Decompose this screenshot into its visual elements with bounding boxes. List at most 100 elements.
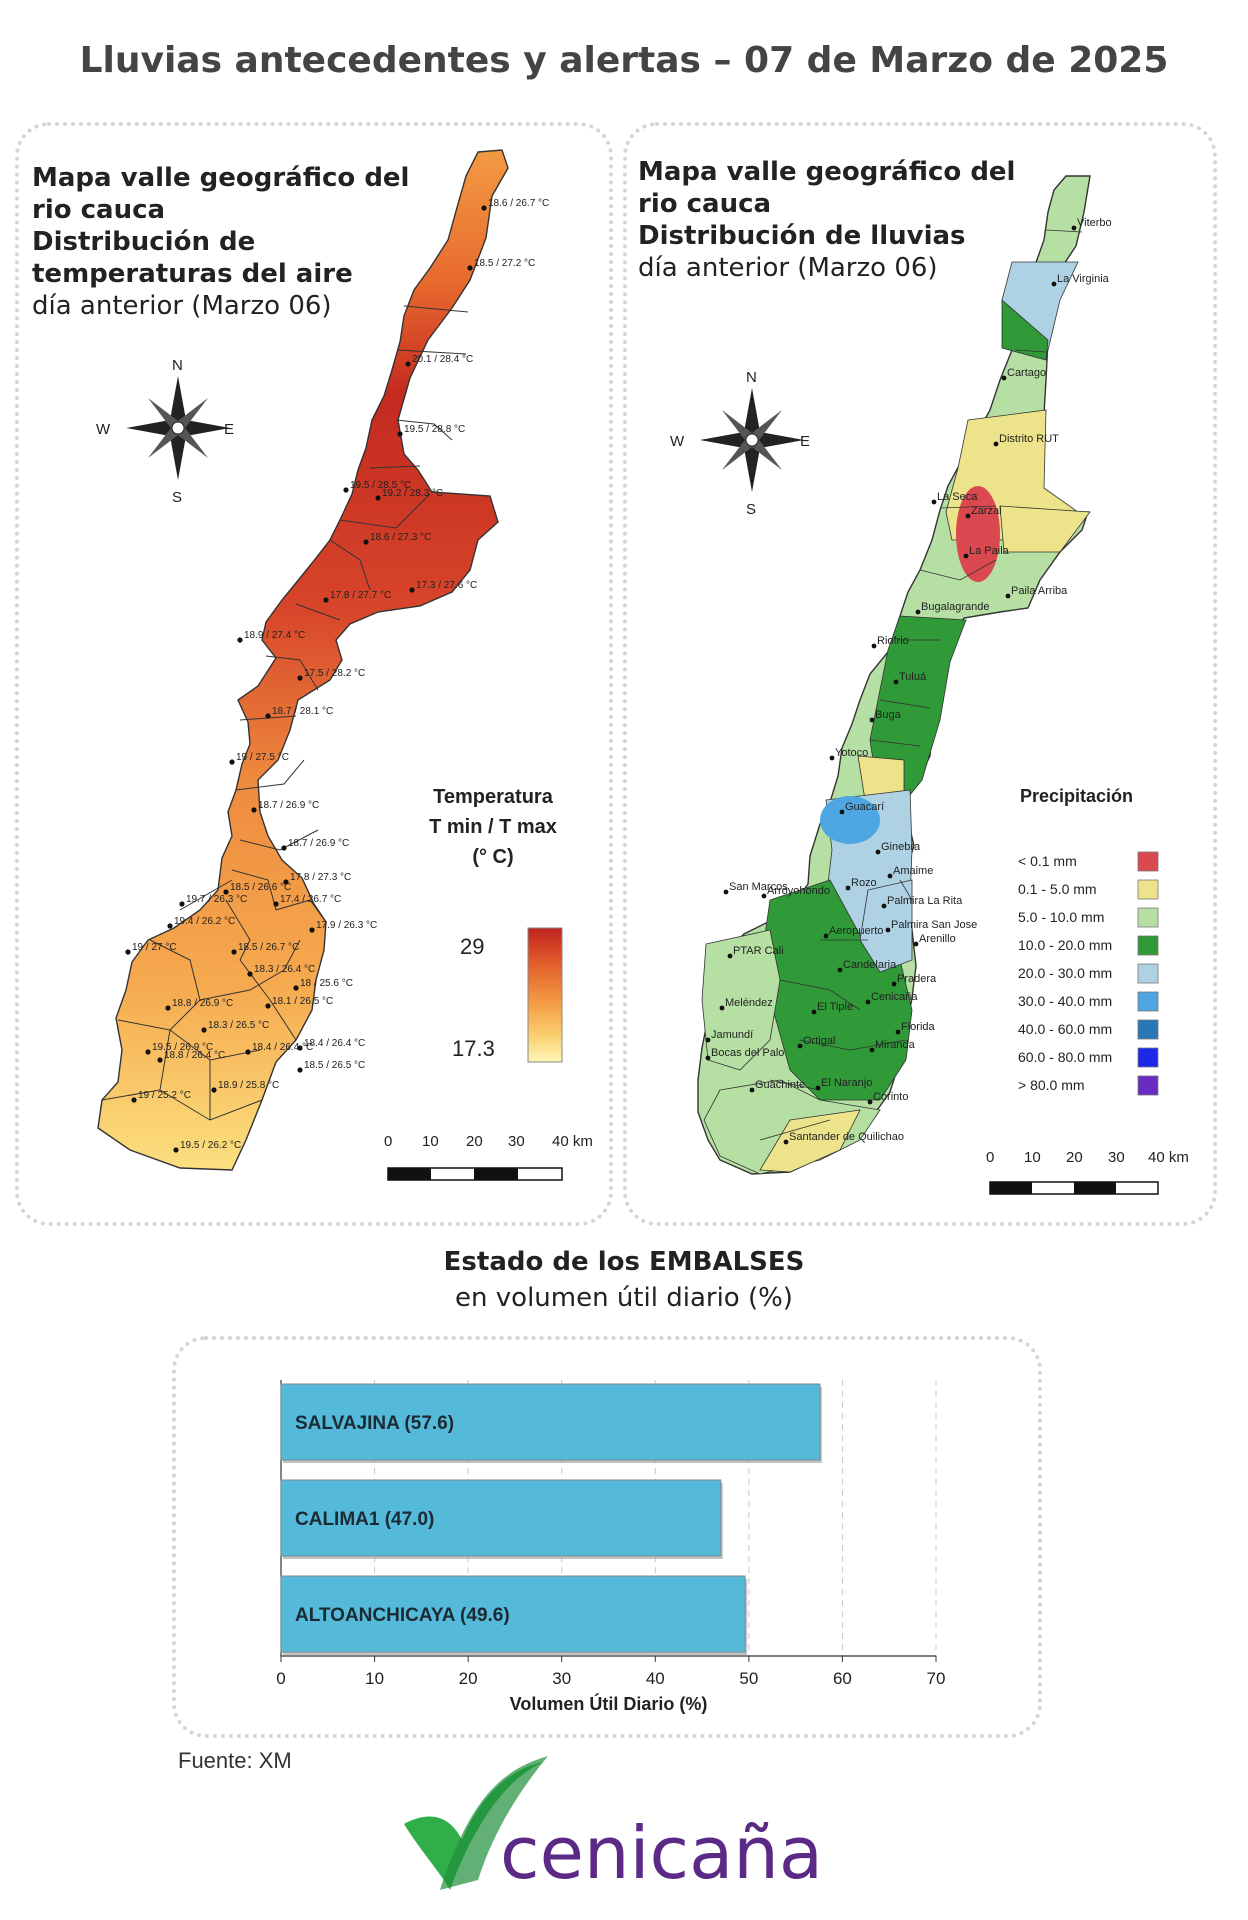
precip-legend-label: < 0.1 mm [1018,853,1077,869]
precip-zone-yellow [999,505,1091,553]
temperature-station-label: 19.7 / 26.3 °C [186,894,247,905]
temperature-station-label: 19.2 / 28.3 °C [382,488,443,499]
temperature-station-label: 18.5 / 26.7 °C [238,942,299,953]
station-dot [867,1099,873,1105]
precip-legend-swatch [1137,879,1159,900]
precip-station-label: Cenicaña [871,991,918,1003]
precip-legend-item: 30.0 - 40.0 mm [1018,991,1159,1012]
station-dot [323,597,329,603]
precip-legend-label: 40.0 - 60.0 mm [1018,1021,1112,1037]
precip-legend-item: < 0.1 mm [1018,851,1159,872]
precipitation-map-panel [623,122,1217,1226]
temperature-station-label: 19.5 / 28.5 °C [350,480,411,491]
precip-station-label: El Tiple [817,1001,853,1013]
scale-label: 20 [466,1133,483,1150]
temperature-station-label: 19 / 25.2 °C [138,1090,191,1101]
station-dot [293,985,299,991]
station-dot [783,1139,789,1145]
station-dot [297,1045,303,1051]
station-dot [761,893,767,899]
station-dot [1001,375,1007,381]
station-dot [837,967,843,973]
precip-station-label: Candelaria [843,959,897,971]
heading-line: Mapa valle geográfico del [32,163,410,193]
legend-max: 29 [460,934,484,959]
station-dot [727,953,733,959]
temperature-station-label: 18.7 / 28.1 °C [272,706,333,717]
precip-zone-light-green [701,929,781,1071]
station-dot [297,1067,303,1073]
heading-line: rio cauca [32,195,166,225]
scale-label: 20 [1066,1149,1083,1166]
precip-station-label: La Paila [969,545,1010,557]
station-dot [865,999,871,1005]
station-dot [273,901,279,907]
scale-label: 30 [508,1133,525,1150]
legend-title-line: Temperatura [433,786,553,808]
temperature-station-label: 19.5 / 26.9 °C [152,1042,213,1053]
station-dot [881,903,887,909]
temperature-station-label: 18.9 / 25.8 °C [218,1080,279,1091]
station-dot [811,1009,817,1015]
temperature-station-label: 18.8 / 26.9 °C [172,998,233,1009]
heading-line: día anterior (Marzo 06) [638,253,938,283]
station-dot [1071,225,1077,231]
station-dot [125,949,131,955]
precip-scale-bar: 0 10 20 30 40 km [986,1149,1189,1195]
station-dot [363,539,369,545]
precip-station-label: Corinto [873,1091,908,1103]
station-dot [157,1057,163,1063]
precip-legend-item: 40.0 - 60.0 mm [1018,1019,1159,1040]
station-dot [375,495,381,501]
station-dot [1051,281,1057,287]
temperature-scale-bar: 0 10 20 30 40 km [384,1133,593,1181]
station-dot [297,675,303,681]
precip-station-label: Miranda [875,1039,916,1051]
compass-e: E [224,421,234,438]
temperature-region-shape [97,149,509,1171]
station-dot [797,1043,803,1049]
station-dot [913,941,919,947]
station-dot [247,971,253,977]
station-dot [309,927,315,933]
precip-station-label: Riofrio [877,635,909,647]
station-dot [167,923,173,929]
precip-station-label: Ortigal [803,1035,835,1047]
temperature-legend-title: Temperatura T min / T max (° C) [408,782,578,872]
precip-station-label: Pradera [897,973,937,985]
precip-station-label: Ginebra [881,841,921,853]
station-dot [223,889,229,895]
temperature-station-label: 19 / 27.5 °C [236,752,289,763]
temperature-station-label: 17.9 / 26.3 °C [316,920,377,931]
station-dot [839,809,845,815]
precip-station-label: Palmira San Jose [891,919,977,931]
temperature-station-label: 17.3 / 27.6 °C [416,580,477,591]
heading-line: día anterior (Marzo 06) [32,291,332,321]
temperature-station-label: 18.6 / 26.7 °C [488,198,549,209]
compass-w: W [96,421,111,438]
temperature-station-label: 18.8 / 26.4 °C [164,1050,225,1061]
compass-s: S [746,501,756,518]
compass-n: N [746,369,757,386]
station-dot [705,1037,711,1043]
precip-station-label: Arenillo [919,933,956,945]
temperature-station-label: 17.5 / 28.2 °C [304,668,365,679]
scale-label: 40 km [552,1133,593,1150]
precip-legend-swatch [1137,851,1159,872]
precip-legend: < 0.1 mm 0.1 - 5.0 mm 5.0 - 10.0 mm 10.0 - … [1018,851,1159,1096]
precip-station-label: Distrito RUT [999,433,1059,445]
legend-title-line: T min / T max [429,816,557,838]
temperature-station-label: 18.7 / 26.9 °C [258,800,319,811]
scale-label: 0 [986,1149,994,1166]
station-dot [165,1005,171,1011]
temperature-station-label: 18.3 / 26.5 °C [208,1020,269,1031]
precip-station-label: Amaime [893,865,933,877]
temperature-stations: 18.6 / 26.7 °C 18.5 / 27.2 °C 20.1 / 28.4 … [125,198,549,1153]
station-dot [875,849,881,855]
station-dot [871,643,877,649]
temperature-station-label: 18.1 / 26.5 °C [272,996,333,1007]
station-dot [409,587,415,593]
scale-label: 30 [1108,1149,1125,1166]
precip-legend-swatch [1137,1075,1159,1096]
